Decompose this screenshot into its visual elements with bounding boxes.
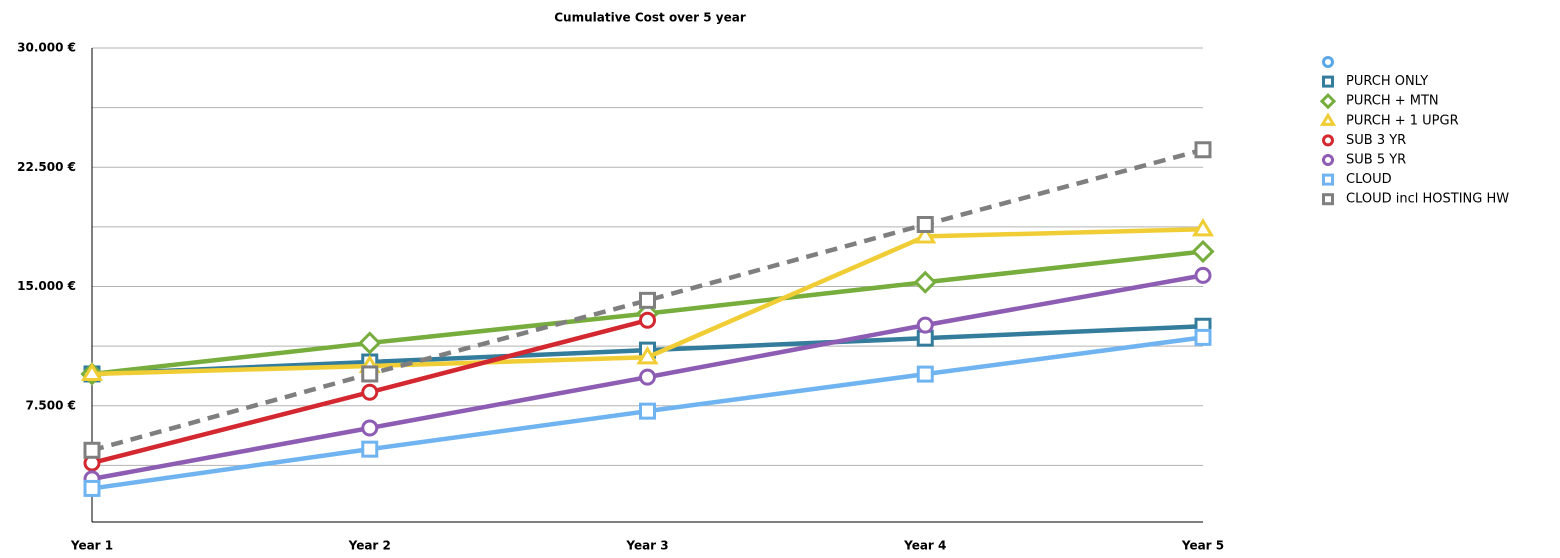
x-tick-label: Year 3: [625, 539, 668, 553]
legend-label: PURCH ONLY: [1346, 74, 1428, 89]
legend-marker: [1319, 93, 1337, 110]
data-point: [1191, 239, 1215, 264]
chart-title: Cumulative Cost over 5 year: [554, 11, 746, 25]
data-point: [914, 225, 937, 244]
data-point: [639, 402, 656, 420]
legend-marker: [1319, 112, 1337, 126]
data-point: [361, 383, 379, 401]
data-point: [1194, 328, 1212, 346]
data-point: [83, 441, 101, 459]
legend-marker: [1322, 56, 1334, 68]
legend-marker: [1322, 134, 1334, 147]
data-point: [80, 362, 104, 382]
legend-marker: [1322, 173, 1334, 186]
data-point: [361, 365, 379, 383]
data-point: [639, 291, 656, 309]
x-tick-label: Year 1: [70, 539, 113, 553]
legend-marker: [1322, 75, 1334, 88]
data-point: [639, 368, 656, 386]
x-tick-label: Year 2: [348, 539, 391, 553]
y-tick-label: 7.500 €: [26, 398, 76, 412]
data-point: [916, 215, 934, 233]
data-point: [1191, 217, 1215, 237]
x-tick-label: Year 5: [1181, 539, 1224, 553]
data-point: [639, 311, 656, 329]
x-tick-label: Year 4: [903, 539, 946, 553]
y-tick-label: 15.000 €: [17, 279, 76, 293]
data-point: [358, 331, 382, 355]
legend-label: PURCH + MTN: [1346, 94, 1439, 109]
data-point: [1194, 141, 1212, 159]
data-point: [83, 479, 101, 497]
legend-label: SUB 3 YR: [1346, 133, 1406, 148]
legend-label: PURCH + 1 UPGR: [1346, 113, 1459, 128]
legend-label: CLOUD: [1346, 172, 1392, 187]
legend-label: CLOUD incl HOSTING HW: [1346, 192, 1509, 207]
legend-marker: [1322, 193, 1334, 206]
legend-marker: [1322, 154, 1334, 166]
data-point: [916, 316, 934, 334]
data-point: [361, 440, 379, 458]
y-tick-label: 30.000 €: [17, 41, 76, 55]
data-point: [361, 419, 379, 437]
legend-label: SUB 5 YR: [1346, 153, 1406, 168]
data-point: [913, 270, 937, 294]
data-point: [1194, 266, 1212, 284]
y-tick-label: 22.500 €: [17, 160, 76, 174]
data-point: [916, 365, 934, 383]
data-point: [636, 345, 659, 365]
